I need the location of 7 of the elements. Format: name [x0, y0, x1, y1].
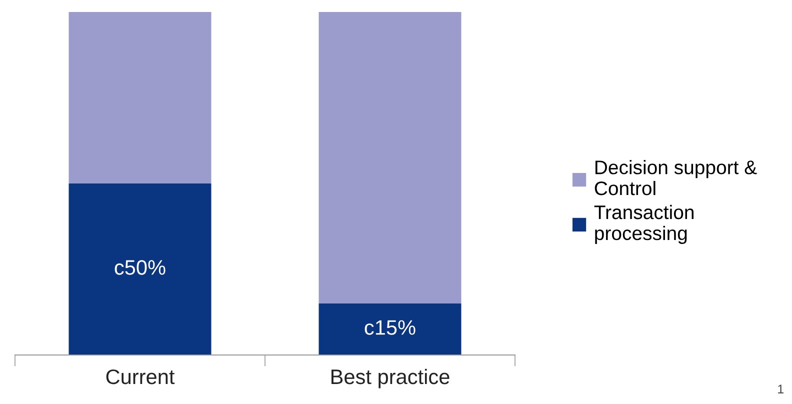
x-tick-label: Best practice [332, 368, 450, 388]
data-label: c50% [114, 260, 166, 275]
legend-label: Decision support & Control [594, 160, 757, 196]
data-label: c15% [364, 320, 416, 335]
text: 1 [778, 384, 784, 394]
legend-label: Transaction processing [594, 204, 694, 244]
x-tick-label: Current [106, 369, 175, 384]
